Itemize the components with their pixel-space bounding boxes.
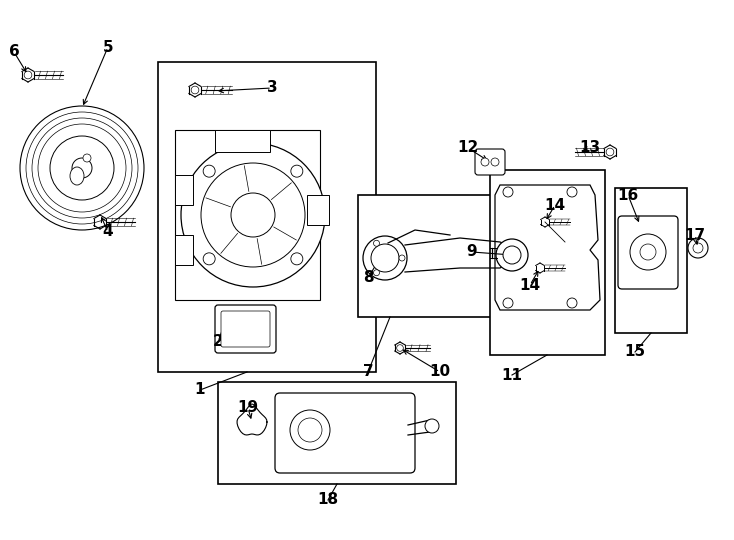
- Circle shape: [688, 238, 708, 258]
- Text: 13: 13: [579, 140, 600, 156]
- Text: 1: 1: [195, 382, 206, 397]
- Bar: [215, 130, 270, 152]
- Circle shape: [181, 143, 325, 287]
- Text: 11: 11: [501, 368, 523, 382]
- Text: 19: 19: [237, 401, 258, 415]
- FancyBboxPatch shape: [475, 149, 505, 175]
- Text: 14: 14: [545, 198, 566, 213]
- Text: 14: 14: [520, 278, 540, 293]
- Circle shape: [83, 154, 91, 162]
- Text: 7: 7: [363, 364, 374, 380]
- Text: 9: 9: [467, 245, 477, 260]
- Circle shape: [32, 118, 132, 218]
- Text: 16: 16: [617, 187, 639, 202]
- Circle shape: [503, 298, 513, 308]
- Bar: [615, 188, 687, 333]
- FancyBboxPatch shape: [221, 311, 270, 347]
- Bar: [158, 62, 376, 372]
- FancyBboxPatch shape: [275, 393, 415, 473]
- Circle shape: [96, 218, 103, 226]
- Circle shape: [50, 136, 114, 200]
- Circle shape: [24, 71, 32, 79]
- Circle shape: [425, 419, 439, 433]
- Circle shape: [231, 193, 275, 237]
- Circle shape: [290, 410, 330, 450]
- Circle shape: [371, 244, 399, 272]
- Text: 2: 2: [213, 334, 223, 349]
- Circle shape: [20, 106, 144, 230]
- Circle shape: [491, 158, 499, 166]
- Bar: [490, 170, 605, 355]
- Circle shape: [630, 234, 666, 270]
- Bar: [175, 175, 193, 205]
- Bar: [218, 382, 456, 484]
- Circle shape: [503, 246, 521, 264]
- Circle shape: [567, 298, 577, 308]
- Circle shape: [201, 163, 305, 267]
- Circle shape: [567, 187, 577, 197]
- FancyBboxPatch shape: [618, 216, 678, 289]
- Bar: [175, 130, 320, 300]
- Text: 17: 17: [684, 227, 705, 242]
- Circle shape: [396, 345, 403, 352]
- Circle shape: [203, 253, 215, 265]
- Ellipse shape: [70, 167, 84, 185]
- Circle shape: [38, 124, 126, 212]
- Text: 10: 10: [429, 364, 451, 380]
- FancyBboxPatch shape: [215, 305, 276, 353]
- Circle shape: [537, 265, 542, 271]
- Circle shape: [374, 269, 379, 276]
- Text: 18: 18: [317, 492, 338, 508]
- Circle shape: [640, 244, 656, 260]
- Circle shape: [693, 243, 703, 253]
- Bar: [307, 195, 329, 225]
- Circle shape: [503, 187, 513, 197]
- Circle shape: [481, 158, 489, 166]
- Circle shape: [191, 86, 199, 94]
- Text: 15: 15: [625, 345, 646, 360]
- Circle shape: [291, 253, 303, 265]
- Bar: [358, 195, 526, 317]
- Circle shape: [496, 239, 528, 271]
- Text: 4: 4: [103, 225, 113, 240]
- Bar: [175, 235, 193, 265]
- Circle shape: [72, 158, 92, 178]
- Circle shape: [291, 165, 303, 177]
- Circle shape: [203, 165, 215, 177]
- Text: 8: 8: [363, 271, 374, 286]
- Text: 5: 5: [103, 39, 113, 55]
- Circle shape: [374, 240, 379, 246]
- Circle shape: [26, 112, 138, 224]
- Text: 3: 3: [266, 80, 277, 96]
- Circle shape: [298, 418, 322, 442]
- Circle shape: [363, 236, 407, 280]
- Text: 6: 6: [9, 44, 19, 59]
- Polygon shape: [495, 185, 600, 310]
- Circle shape: [542, 219, 548, 225]
- Text: 12: 12: [457, 140, 479, 156]
- Circle shape: [399, 255, 405, 261]
- Circle shape: [606, 148, 614, 156]
